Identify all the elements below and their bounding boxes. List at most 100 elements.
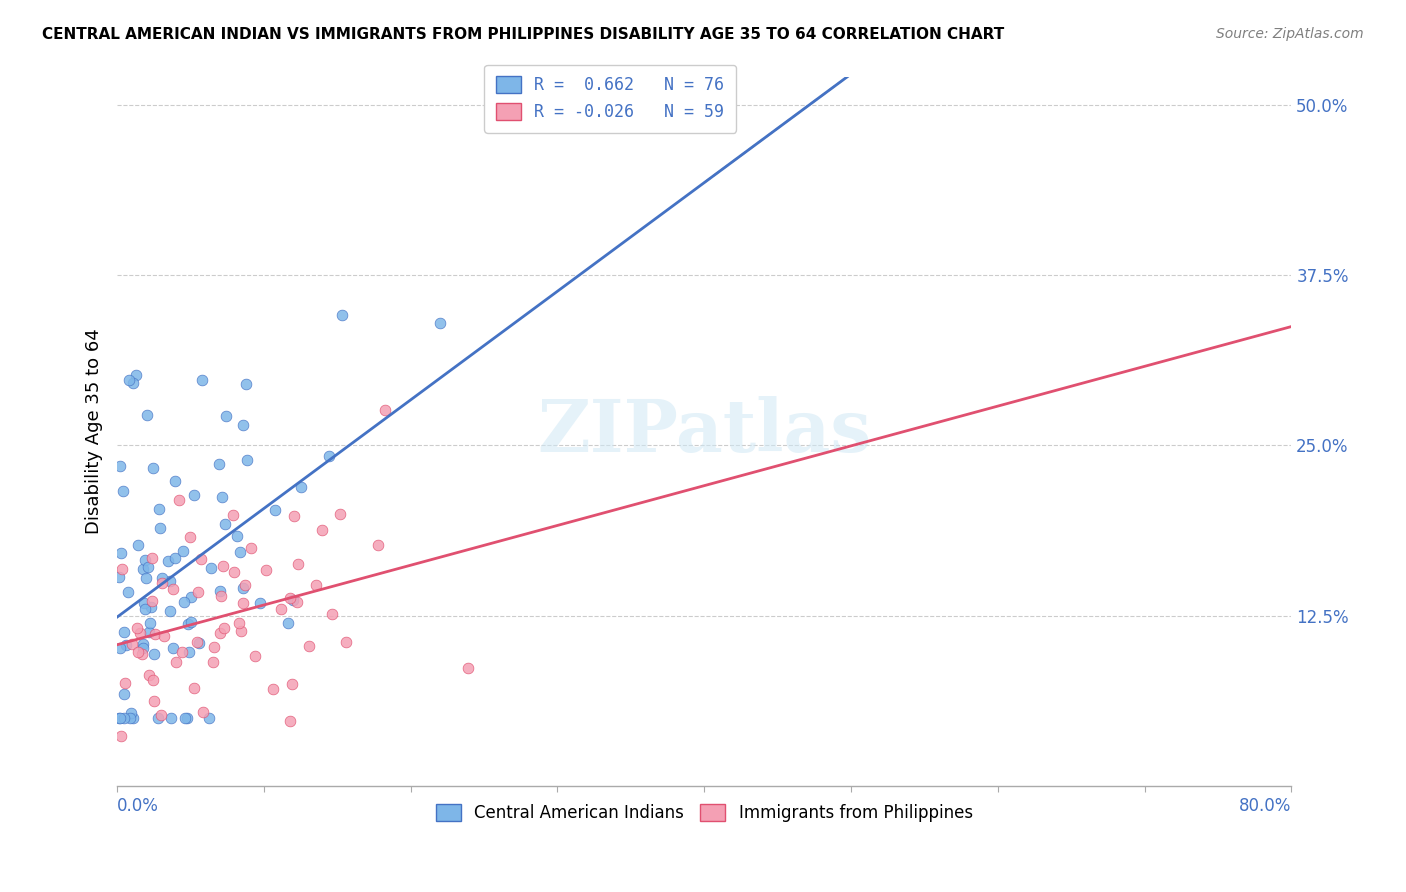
Point (232, 596, 254, 610)
Point (429, 316, 451, 330)
Point (115, 638, 138, 652)
Point (191, 373, 214, 387)
Point (207, 458, 229, 472)
Point (162, 582, 184, 596)
Point (198, 711, 221, 725)
Point (187, 585, 209, 599)
Point (127, 621, 149, 635)
Point (150, 575, 173, 590)
Point (125, 368, 148, 383)
Point (107, 570, 129, 584)
Point (110, 546, 132, 560)
Point (367, 538, 389, 552)
Point (278, 591, 301, 606)
Point (180, 615, 202, 629)
Point (110, 730, 132, 744)
Point (148, 711, 170, 725)
Point (254, 563, 277, 577)
Point (127, 538, 149, 552)
Point (179, 530, 201, 544)
Point (335, 635, 357, 649)
Point (280, 714, 302, 728)
Point (281, 593, 304, 607)
Point (283, 509, 305, 524)
Point (141, 594, 163, 608)
Point (297, 639, 319, 653)
Point (135, 571, 157, 585)
Point (235, 453, 257, 467)
Point (159, 574, 181, 588)
Point (239, 541, 262, 556)
Point (138, 668, 160, 682)
Point (329, 507, 352, 521)
Point (229, 544, 252, 558)
Point (165, 655, 187, 669)
Point (131, 562, 153, 576)
Point (186, 634, 208, 648)
Point (177, 617, 200, 632)
Point (211, 559, 233, 574)
Point (180, 590, 202, 604)
Point (135, 408, 157, 422)
Point (112, 687, 135, 701)
Point (149, 520, 172, 534)
Point (183, 488, 205, 502)
Point (211, 491, 233, 505)
Point (277, 615, 299, 630)
Point (262, 681, 284, 696)
Point (142, 694, 165, 708)
Point (122, 376, 145, 390)
Point (229, 624, 252, 639)
Point (138, 616, 160, 631)
Point (107, 711, 129, 725)
Point (173, 595, 195, 609)
Point (118, 373, 141, 387)
Point (209, 583, 232, 598)
Point (112, 711, 135, 725)
Point (222, 508, 245, 523)
Point (214, 516, 236, 531)
Point (141, 550, 163, 565)
Point (134, 553, 156, 567)
Point (112, 483, 135, 498)
Point (208, 626, 231, 640)
Point (374, 402, 396, 417)
Point (212, 621, 235, 635)
Y-axis label: Disability Age 35 to 64: Disability Age 35 to 64 (86, 329, 103, 534)
Point (120, 711, 142, 725)
Point (190, 551, 212, 566)
Point (321, 607, 343, 621)
Point (235, 578, 257, 592)
Point (209, 590, 232, 604)
Point (172, 544, 194, 558)
Point (110, 459, 132, 474)
Point (160, 711, 183, 725)
Point (159, 603, 181, 617)
Point (270, 601, 292, 615)
Point (132, 637, 155, 651)
Text: 0.0%: 0.0% (117, 797, 159, 814)
Point (232, 418, 254, 433)
Point (179, 645, 201, 659)
Point (114, 675, 136, 690)
Point (138, 625, 160, 640)
Text: ZIPatlas: ZIPatlas (537, 396, 872, 467)
Point (149, 707, 172, 722)
Point (228, 616, 250, 631)
Point (330, 308, 353, 322)
Legend: Central American Indians, Immigrants from Philippines: Central American Indians, Immigrants fro… (425, 793, 984, 834)
Point (167, 493, 190, 508)
Point (200, 561, 222, 575)
Point (165, 550, 187, 565)
Text: Source: ZipAtlas.com: Source: ZipAtlas.com (1216, 27, 1364, 41)
Point (311, 524, 333, 538)
Point (232, 582, 254, 596)
Point (129, 626, 152, 640)
Point (290, 480, 312, 494)
Point (121, 637, 143, 651)
Point (148, 501, 170, 516)
Point (249, 596, 271, 610)
Point (188, 635, 211, 649)
Point (150, 571, 173, 585)
Point (173, 711, 195, 725)
